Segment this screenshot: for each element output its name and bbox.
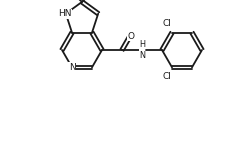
Text: Cl: Cl	[162, 19, 171, 28]
Text: O: O	[127, 32, 134, 41]
Text: HN: HN	[58, 9, 72, 18]
Text: Cl: Cl	[162, 72, 171, 81]
Text: H
N: H N	[139, 40, 145, 60]
Text: N: N	[69, 63, 75, 72]
